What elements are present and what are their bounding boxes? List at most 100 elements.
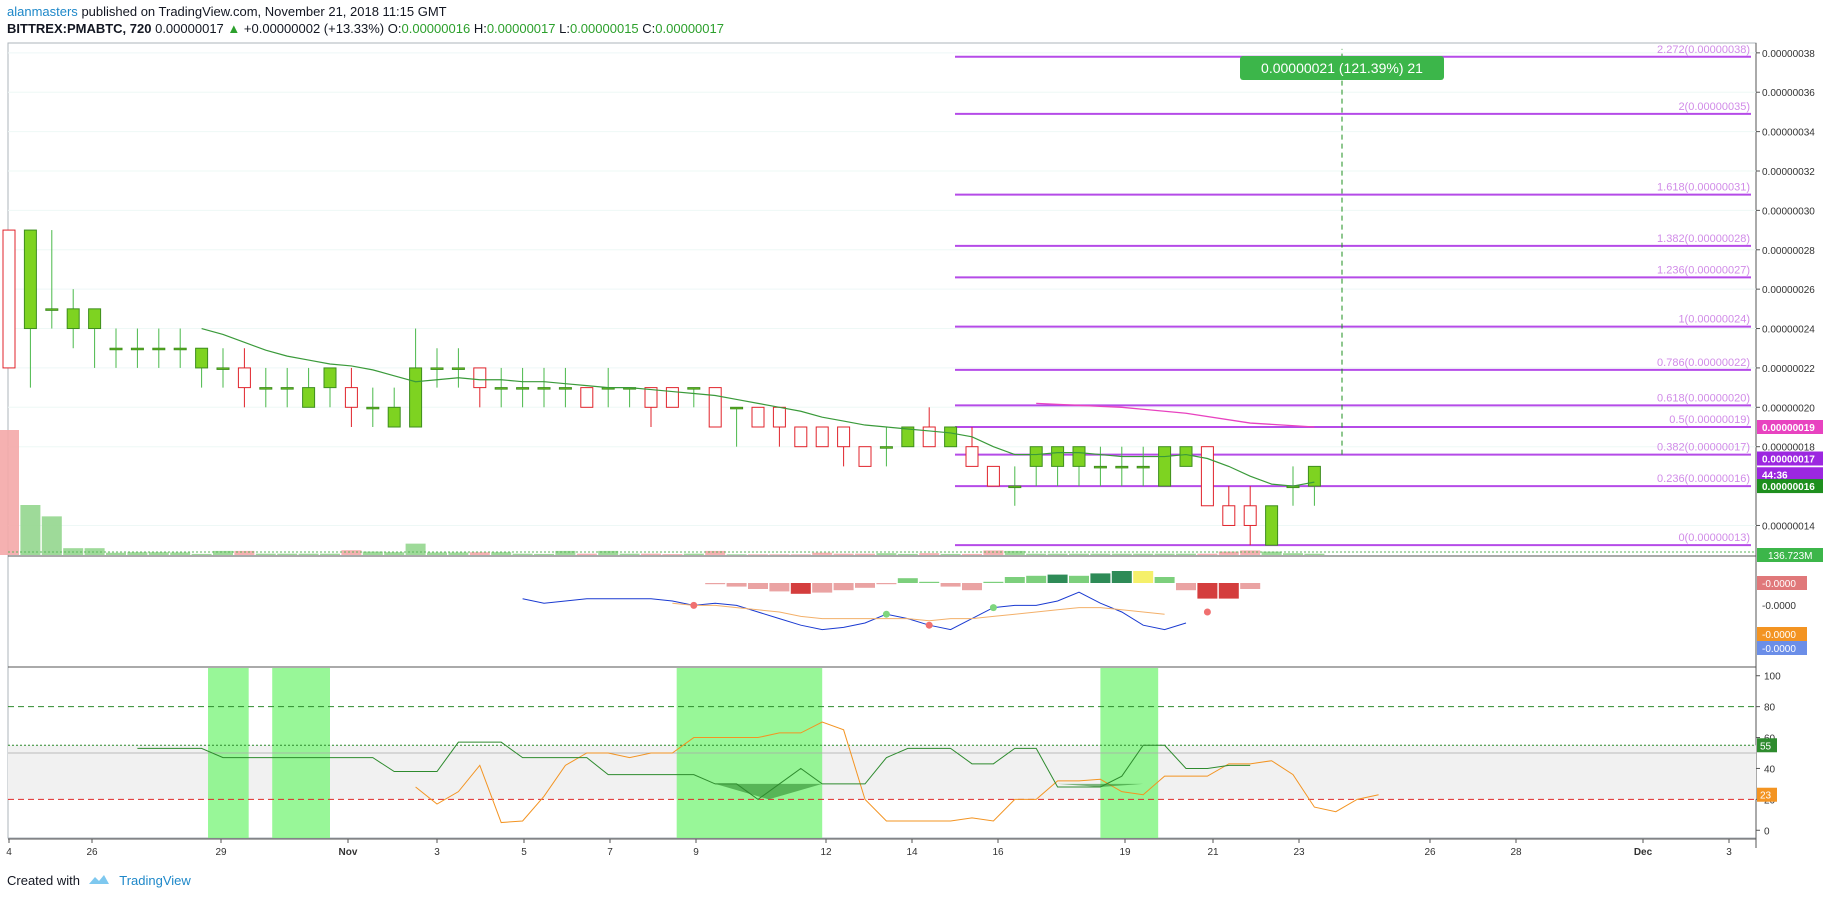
time-tick-label: Dec (1634, 847, 1653, 858)
macd-badge (1757, 641, 1807, 655)
low-value: 0.00000015 (569, 21, 639, 36)
high-value: 0.00000017 (486, 21, 556, 36)
candle-body (387, 406, 401, 428)
time-tick-label: 12 (820, 847, 832, 858)
candle-body (323, 367, 337, 389)
open-value: 0.00000016 (401, 21, 471, 36)
macd-signal-line (672, 602, 1165, 622)
volume-bar (106, 552, 126, 555)
macd-histogram-bar (962, 583, 982, 591)
candle-body (195, 347, 209, 369)
candle-body (1265, 505, 1279, 546)
price-badge (1757, 467, 1823, 482)
oscillator-badge-label: 55 (1760, 741, 1772, 752)
candle-body (922, 426, 936, 448)
candle-body (837, 426, 851, 448)
volume-bar (1283, 553, 1303, 555)
fib-level-label: 1.618(0.00000031) (1657, 182, 1750, 194)
macd-cross-marker (882, 610, 890, 618)
volume-bar (897, 553, 918, 555)
volume-bar (1304, 553, 1325, 555)
macd-badge-label: -0.0000 (1762, 579, 1796, 590)
volume-bar (855, 553, 875, 555)
volume-bar (598, 550, 619, 555)
volume-bar (1261, 551, 1282, 555)
macd-badge-label: -0.0000 (1762, 630, 1796, 641)
macd-histogram-bar (705, 583, 726, 585)
fib-level-label: 0(0.00000013) (1678, 532, 1750, 544)
volume-bar (983, 550, 1004, 555)
macd-histogram-bar (769, 583, 790, 592)
time-tick-label: 29 (215, 847, 227, 858)
candle-body (1179, 446, 1193, 467)
chart-frame (7, 42, 1757, 839)
symbol-label: BITTREX:PMABTC, 720 (7, 21, 152, 36)
candle-body (88, 308, 102, 330)
fib-level-label: 2.272(0.00000038) (1657, 44, 1750, 56)
fib-level-label: 1.382(0.00000028) (1657, 233, 1750, 245)
candle-body (130, 347, 144, 351)
oscillator-badge (1757, 738, 1777, 753)
candle-body (2, 229, 16, 369)
macd-histogram-bar (748, 583, 768, 589)
macd-histogram-bar (790, 583, 811, 594)
candle-body (66, 308, 80, 330)
candle-body (644, 387, 658, 408)
time-tick-label: 28 (1510, 847, 1522, 858)
created-with-text: Created with (7, 873, 80, 888)
volume-bar (919, 553, 940, 555)
volume-bar (362, 551, 383, 555)
candle-body (1222, 505, 1236, 526)
volume-bar (1004, 550, 1025, 555)
macd-badge-label: -0.0000 (1762, 644, 1796, 655)
volume-bar (534, 553, 554, 555)
candle-body (751, 406, 765, 428)
tradingview-brand[interactable]: TradingView (119, 873, 191, 888)
candle-body (173, 347, 187, 351)
time-tick-label: 4 (6, 847, 12, 858)
candle-body (537, 387, 551, 390)
candle-body (665, 387, 679, 408)
volume-bar (705, 550, 726, 555)
volume-bar (255, 553, 276, 555)
volume-bar (234, 550, 255, 555)
candle-body (23, 229, 37, 330)
volume-bar (491, 552, 512, 555)
macd-histogram-bar (1047, 574, 1068, 583)
candle-body (259, 387, 273, 390)
macd-histogram-bar (1004, 577, 1025, 583)
candle-body (580, 387, 594, 408)
candle-body (708, 387, 722, 428)
published-text: published on TradingView.com, November 2… (81, 4, 447, 19)
macd-histogram-bar (812, 583, 833, 593)
fib-level-label: 2(0.00000035) (1678, 101, 1750, 113)
candle-body (730, 406, 744, 410)
price-tick-label: 0.00000036 (1762, 88, 1815, 99)
price-tick-label: 0.00000038 (1762, 49, 1815, 60)
stoch-line (415, 721, 1379, 824)
macd-histogram-bar (1026, 575, 1047, 583)
volume-bar (127, 552, 148, 555)
macd-histogram-bar (1197, 583, 1218, 599)
macd-histogram-bar (833, 583, 854, 591)
macd-line (522, 591, 1187, 631)
author-link[interactable]: alanmasters (7, 4, 78, 19)
candle-body (1136, 465, 1150, 469)
price-badge (1757, 479, 1823, 494)
time-tick-label: 16 (992, 847, 1004, 858)
footer: Created with TradingView (7, 873, 191, 888)
volume-bar (555, 550, 576, 555)
candle-body (216, 367, 230, 370)
volume-bar (469, 552, 490, 555)
candle-body (494, 387, 508, 390)
tradingview-logo-icon (88, 875, 109, 884)
fib-level-label: 0.236(0.00000016) (1657, 473, 1750, 485)
time-tick-label: 7 (607, 847, 613, 858)
candle-body (901, 426, 915, 448)
volume-bar (20, 505, 41, 555)
volume-bar (341, 550, 362, 555)
candle-body (965, 446, 979, 467)
time-tick-label: 19 (1119, 847, 1131, 858)
price-badge-label: 0.00000019 (1762, 423, 1815, 434)
